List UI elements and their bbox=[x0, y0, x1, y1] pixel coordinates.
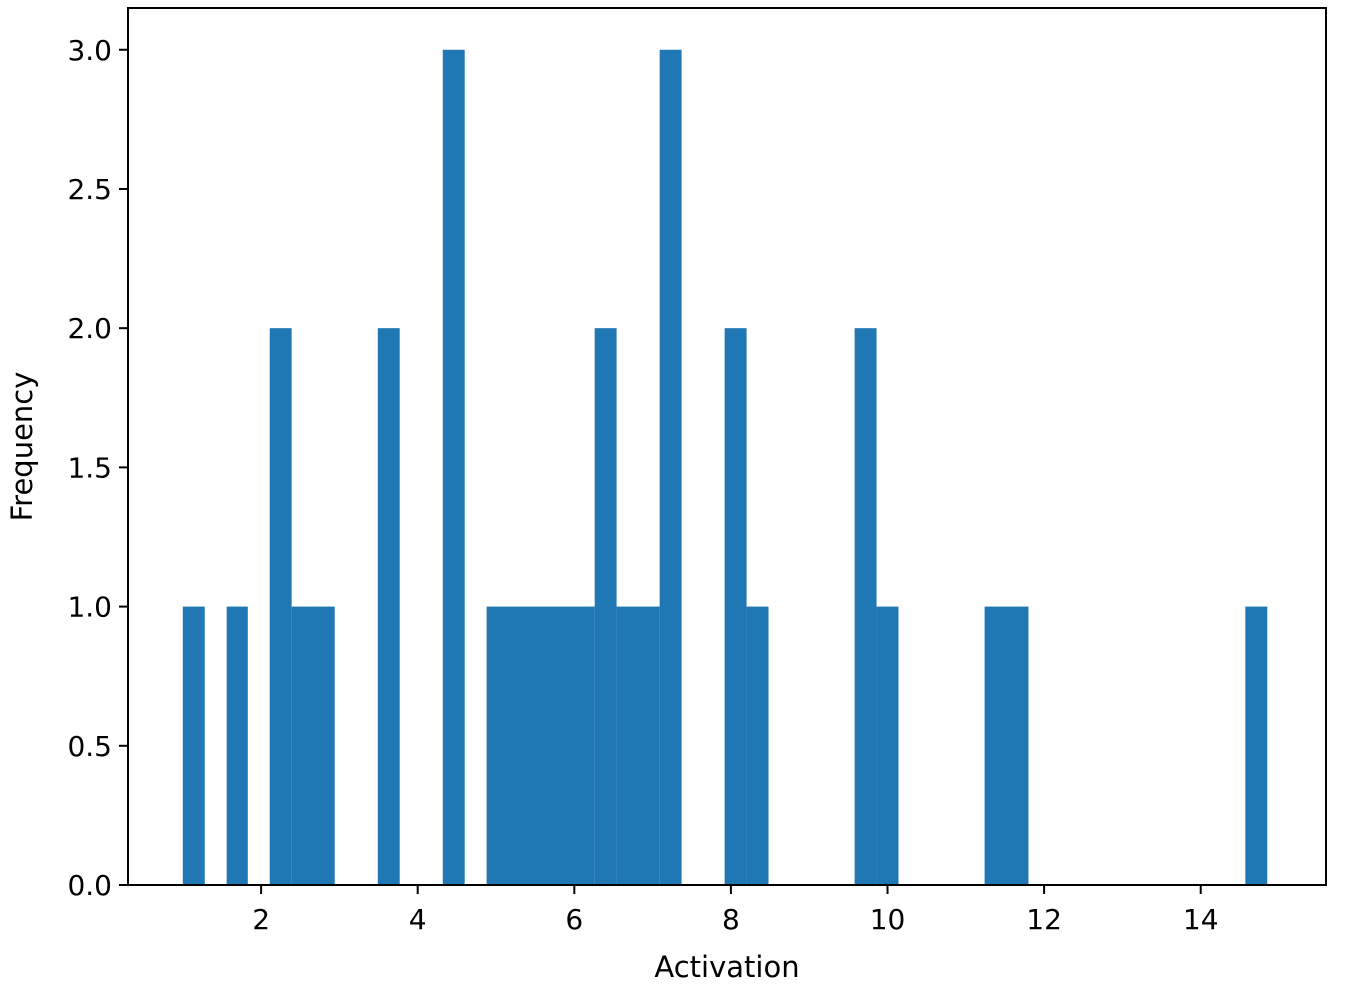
plot-frame bbox=[127, 7, 1327, 886]
y-tick-label: 1.5 bbox=[67, 451, 112, 484]
x-tick-label: 2 bbox=[252, 903, 270, 936]
y-tick-label: 3.0 bbox=[67, 34, 112, 67]
histogram-bar-3 bbox=[291, 606, 335, 885]
histogram-bar-14 bbox=[984, 606, 1029, 885]
histogram-bar-7 bbox=[594, 328, 617, 886]
x-tick-label: 10 bbox=[870, 903, 906, 936]
y-tick-label: 0.5 bbox=[67, 730, 112, 763]
x-tick-label: 6 bbox=[565, 903, 583, 936]
histogram-bar-5 bbox=[442, 49, 465, 886]
histogram-bar-8 bbox=[616, 606, 660, 885]
x-axis-label: Activation bbox=[654, 950, 799, 984]
histogram-bar-2 bbox=[269, 328, 292, 886]
histogram-bar-1 bbox=[226, 606, 248, 885]
histogram-bar-9 bbox=[659, 49, 682, 886]
histogram-bar-10 bbox=[724, 328, 747, 886]
x-tick-label: 8 bbox=[722, 903, 740, 936]
y-tick-label: 1.0 bbox=[67, 591, 112, 624]
y-tick-label: 2.5 bbox=[67, 173, 112, 206]
y-tick-label: 0.0 bbox=[67, 869, 112, 902]
histogram-bar-0 bbox=[182, 606, 205, 885]
histogram-bar-4 bbox=[377, 328, 400, 886]
histogram-bar-11 bbox=[746, 606, 769, 885]
y-axis-label: Frequency bbox=[5, 372, 39, 522]
y-tick-label: 2.0 bbox=[67, 312, 112, 345]
histogram-bar-6 bbox=[486, 606, 595, 885]
histogram-bar-15 bbox=[1245, 606, 1268, 885]
histogram-bar-13 bbox=[876, 606, 899, 885]
histogram-bar-12 bbox=[854, 328, 877, 886]
x-tick-label: 12 bbox=[1026, 903, 1062, 936]
x-axis-ticks: 2 4 6 8 10 12 14 bbox=[252, 885, 1219, 936]
y-axis-ticks: 0.0 0.5 1.0 1.5 2.0 2.5 3.0 bbox=[67, 34, 128, 902]
x-tick-label: 4 bbox=[409, 903, 427, 936]
x-tick-label: 14 bbox=[1183, 903, 1219, 936]
histogram-bars bbox=[182, 49, 1268, 886]
